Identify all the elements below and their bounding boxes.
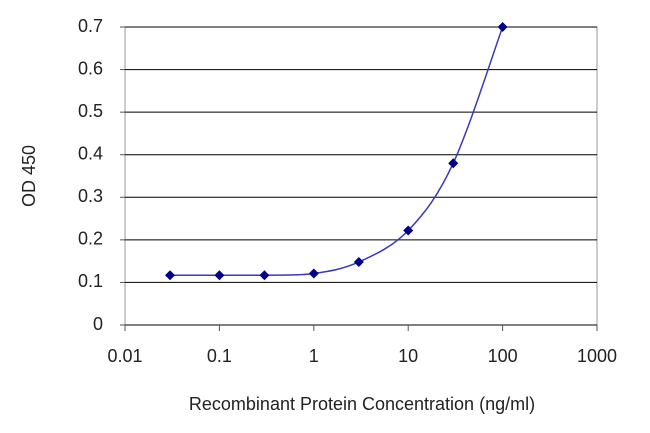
data-point (259, 270, 270, 281)
y-tick-label: 0.7 (78, 16, 103, 36)
y-tick-label: 0.5 (78, 101, 103, 121)
x-tick-label: 10 (398, 346, 418, 366)
y-tick-label: 0.6 (78, 58, 103, 78)
x-tick-label: 0.01 (107, 346, 142, 366)
data-point (497, 22, 508, 32)
plot-area (124, 26, 598, 326)
data-point (353, 256, 364, 267)
data-point (403, 225, 414, 236)
x-tick-label: 1000 (577, 346, 617, 366)
data-point (308, 268, 319, 279)
data-point (214, 270, 225, 281)
y-tick-label: 0.3 (78, 186, 103, 206)
y-tick-label: 0.2 (78, 229, 103, 249)
y-tick-label: 0.1 (78, 271, 103, 291)
x-tick-label: 1 (309, 346, 319, 366)
x-tick-label: 100 (488, 346, 518, 366)
y-tick-label: 0 (93, 314, 103, 334)
data-point (165, 270, 176, 281)
y-tick-label: 0.4 (78, 143, 103, 163)
x-tick-label: 0.1 (207, 346, 232, 366)
data-point (448, 158, 459, 169)
x-axis-label: Recombinant Protein Concentration (ng/ml… (189, 394, 535, 414)
y-axis-label: OD 450 (19, 145, 39, 207)
